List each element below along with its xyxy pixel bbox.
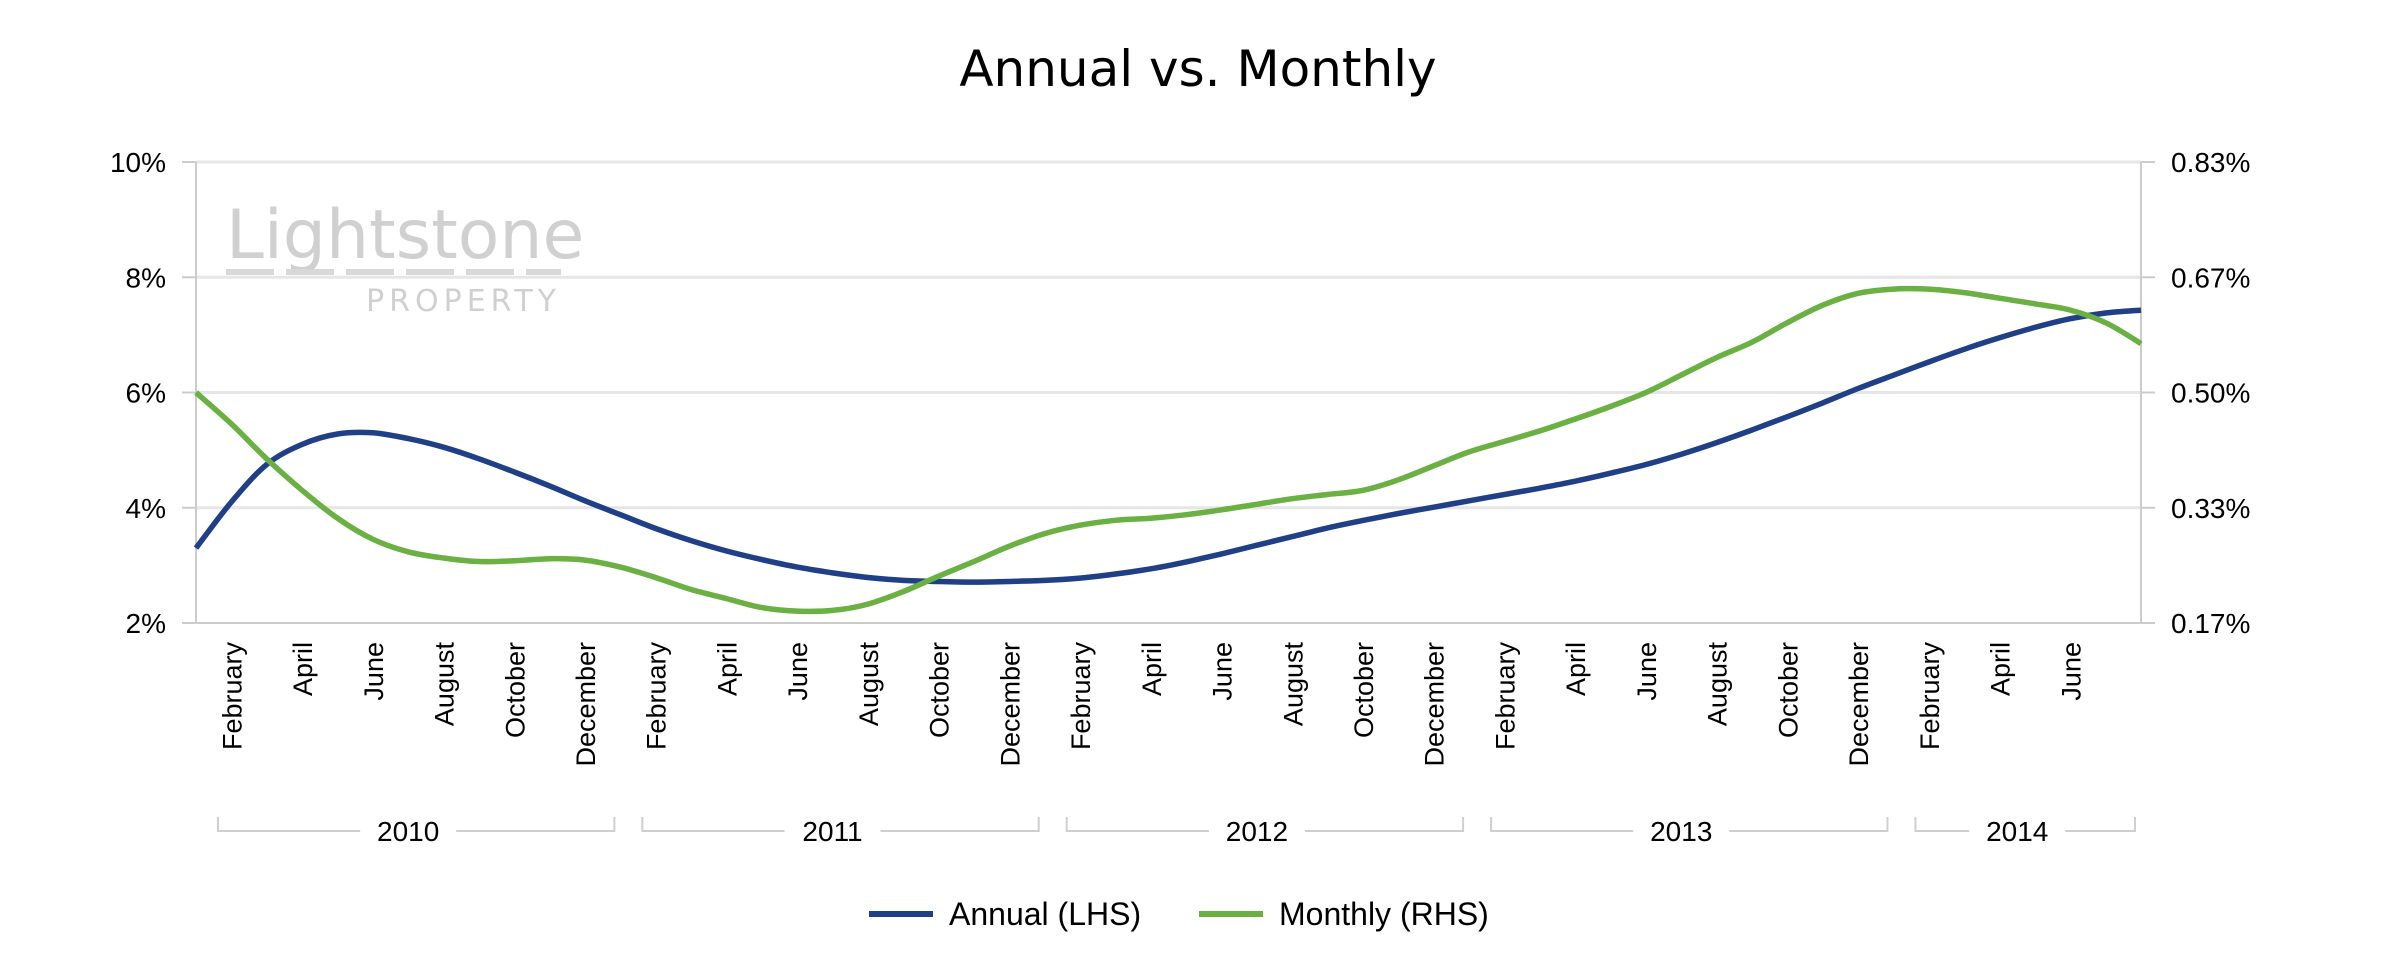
x-tick-label: April <box>1561 642 1591 696</box>
right-y-tick-label: 0.33% <box>2171 493 2250 524</box>
x-tick-label: August <box>430 642 460 727</box>
x-tick-label: June <box>1208 642 1238 701</box>
year-label: 2013 <box>1650 816 1712 847</box>
monthly-series-line <box>194 285 2143 615</box>
left-y-axis: 2% 4% 6% 8% 10% <box>110 147 196 639</box>
gridlines <box>196 160 2141 510</box>
x-tick-label: August <box>854 642 884 727</box>
x-tick-label: February <box>217 642 247 751</box>
chart-title: Annual vs. Monthly <box>959 40 1436 98</box>
x-tick-label: October <box>1349 642 1379 738</box>
x-tick-label: February <box>642 642 672 751</box>
x-tick-label: December <box>1420 642 1450 767</box>
annual-series-line <box>193 307 2142 585</box>
left-y-tick-label: 4% <box>126 493 166 524</box>
x-tick-label: February <box>1490 642 1520 751</box>
x-tick-label: April <box>1137 642 1167 696</box>
x-tick-label: June <box>359 642 389 701</box>
series-lines <box>193 285 2143 615</box>
x-tick-label: August <box>1703 642 1733 727</box>
x-tick-label: June <box>783 642 813 701</box>
year-label-bg <box>360 813 457 849</box>
legend-label: Annual (LHS) <box>949 896 1141 932</box>
x-tick-label: February <box>1915 642 1945 751</box>
legend: Annual (LHS) Monthly (RHS) <box>869 896 1489 932</box>
right-y-tick-label: 0.50% <box>2171 378 2250 409</box>
watermark-logo: Lightstone PROPERTY <box>226 196 584 319</box>
x-tick-label: December <box>571 642 601 767</box>
year-label: 2012 <box>1226 816 1288 847</box>
year-label-bg <box>784 813 881 849</box>
year-label: 2010 <box>377 816 439 847</box>
x-tick-label: October <box>1773 642 1803 738</box>
right-y-tick-label: 0.67% <box>2171 262 2250 293</box>
x-axis-year-groups: 2010 2011 2012 2013 2014 <box>217 813 2136 849</box>
year-label-bg <box>1633 813 1730 849</box>
right-y-tick-label: 0.17% <box>2171 608 2250 639</box>
x-axis-month-ticks: February April June August October December Fe… <box>217 642 2086 767</box>
right-y-axis: 0.17% 0.33% 0.50% 0.67% 0.83% <box>2141 147 2250 639</box>
x-tick-label: December <box>995 642 1025 767</box>
watermark-main-text: Lightstone <box>226 196 584 275</box>
watermark-sub-text: PROPERTY <box>366 284 561 319</box>
left-y-tick-label: 2% <box>126 608 166 639</box>
year-label-bg <box>1208 813 1305 849</box>
right-y-tick-label: 0.83% <box>2171 147 2250 178</box>
left-y-tick-label: 10% <box>110 147 166 178</box>
x-tick-label: February <box>1066 642 1096 751</box>
x-tick-label: April <box>1986 642 2016 696</box>
year-label-bg <box>1969 813 2066 849</box>
left-y-tick-label: 8% <box>126 262 166 293</box>
x-tick-label: August <box>1278 642 1308 727</box>
year-label: 2014 <box>1986 816 2048 847</box>
year-label: 2011 <box>802 816 862 847</box>
x-tick-label: June <box>1632 642 1662 701</box>
x-tick-label: October <box>925 642 955 738</box>
x-tick-label: June <box>2056 642 2086 701</box>
left-y-tick-label: 6% <box>126 378 166 409</box>
x-tick-label: December <box>1844 642 1874 767</box>
x-tick-label: April <box>712 642 742 696</box>
x-tick-label: October <box>500 642 530 738</box>
x-tick-label: April <box>288 642 318 696</box>
legend-label: Monthly (RHS) <box>1279 896 1489 932</box>
